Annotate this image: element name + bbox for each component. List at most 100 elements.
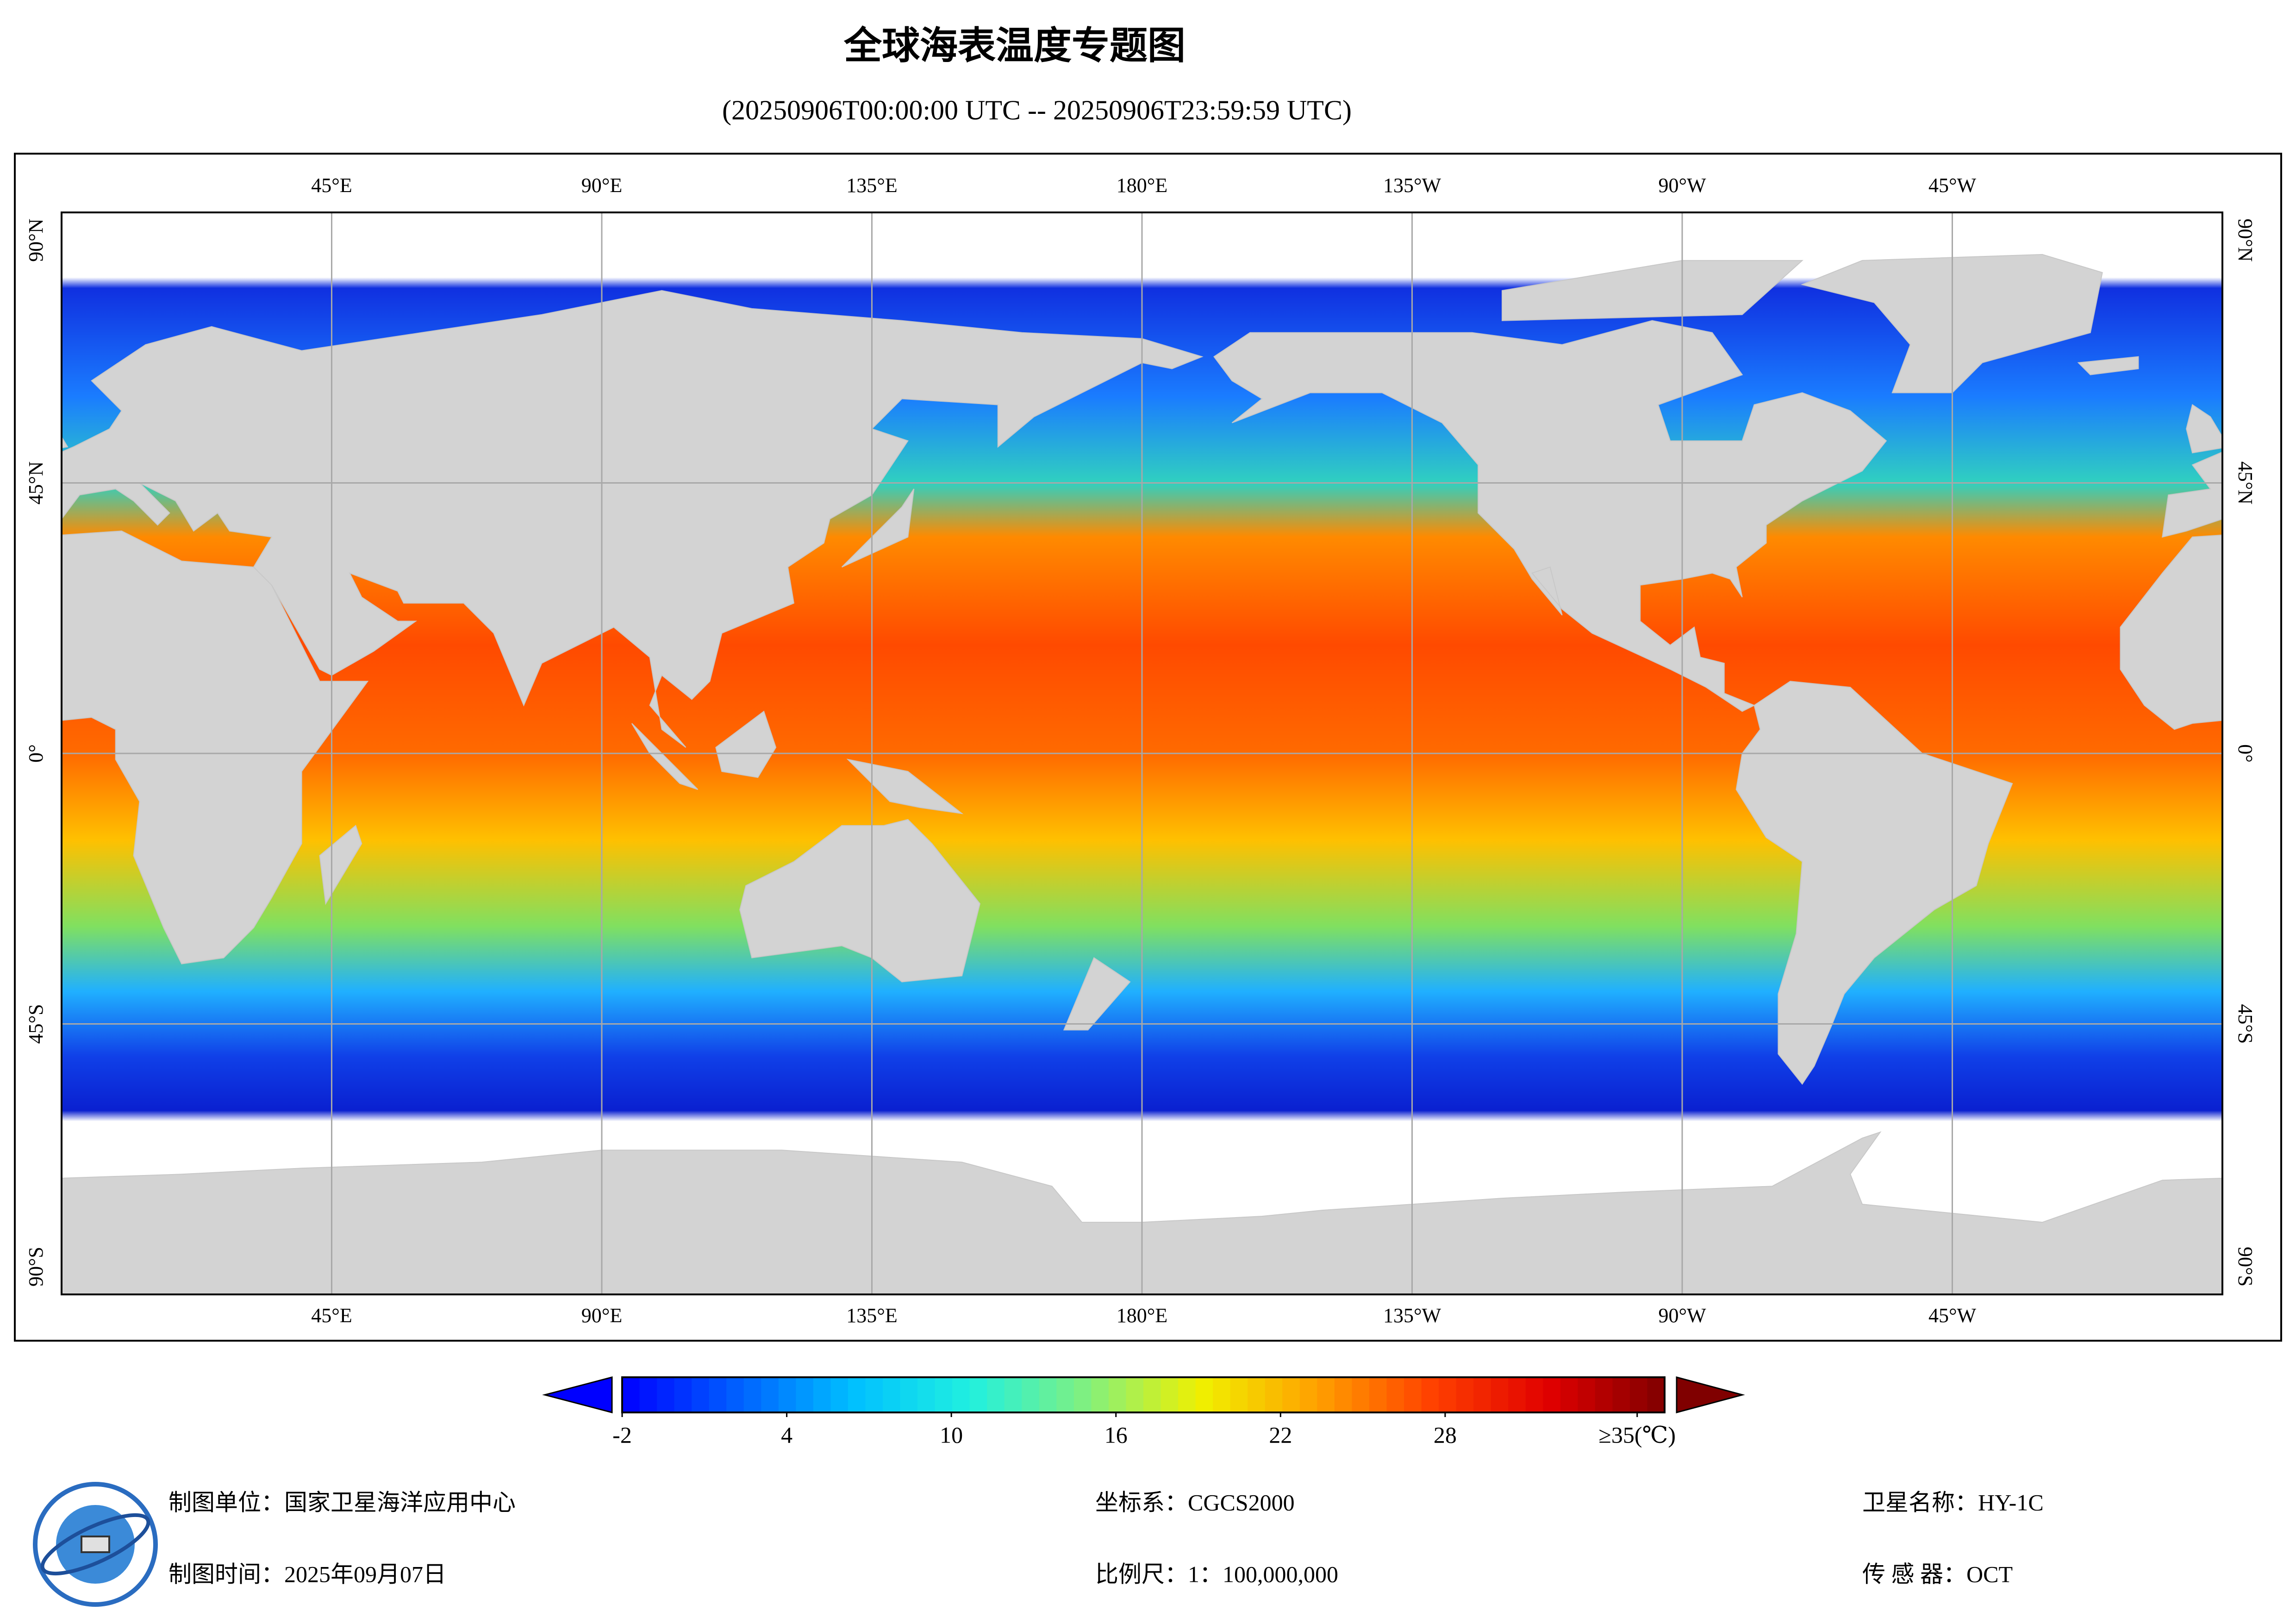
colorbar-segment bbox=[709, 1377, 727, 1412]
colorbar-segment bbox=[1612, 1377, 1630, 1412]
outer-frame bbox=[14, 153, 2282, 1342]
colorbar-segment bbox=[622, 1377, 640, 1412]
lat-label-left: 0° bbox=[25, 744, 47, 763]
lat-label-right: 90°S bbox=[2234, 1247, 2257, 1287]
logo bbox=[33, 1482, 158, 1607]
land bbox=[62, 290, 1204, 748]
colorbar-segment bbox=[1560, 1377, 1578, 1412]
colorbar-segment bbox=[952, 1377, 970, 1412]
footer-scale: 比例尺：1：100,000,000 bbox=[1095, 1561, 1338, 1587]
lon-label-bottom: 180°E bbox=[1117, 1304, 1167, 1327]
colorbar-segment bbox=[1334, 1377, 1353, 1412]
colorbar-segment bbox=[1091, 1377, 1109, 1412]
lat-label-left: 90°S bbox=[25, 1247, 47, 1287]
colorbar-segment bbox=[1022, 1377, 1040, 1412]
lon-label-top: 45°E bbox=[311, 174, 352, 197]
colorbar-segment bbox=[1282, 1377, 1300, 1412]
lon-label-top: 90°E bbox=[581, 174, 622, 197]
colorbar-segment bbox=[1073, 1377, 1092, 1412]
colorbar-segment bbox=[1647, 1377, 1665, 1412]
colorbar-segment bbox=[1108, 1377, 1127, 1412]
lat-label-left: 45°N bbox=[25, 461, 47, 504]
colorbar-segment bbox=[1386, 1377, 1404, 1412]
colorbar-segment bbox=[1126, 1377, 1144, 1412]
colorbar-segment bbox=[1178, 1377, 1196, 1412]
land bbox=[2077, 356, 2139, 375]
colorbar-segment bbox=[657, 1377, 675, 1412]
colorbar-segment bbox=[1508, 1377, 1526, 1412]
colorbar-segment bbox=[796, 1377, 814, 1412]
colorbar-segment bbox=[1369, 1377, 1387, 1412]
lat-label-right: 0° bbox=[2234, 744, 2257, 763]
colorbar-label: 22 bbox=[1269, 1422, 1292, 1448]
footer-satellite: 卫星名称：HY-1C bbox=[1862, 1489, 2044, 1515]
land bbox=[715, 710, 777, 778]
map-subtitle: (20250906T00:00:00 UTC -- 20250906T23:59… bbox=[722, 95, 1352, 125]
colorbar: -2 4 10 16 22 28 ≥35(℃) bbox=[542, 1376, 1745, 1448]
colorbar-label: -2 bbox=[612, 1422, 632, 1448]
land bbox=[739, 819, 980, 983]
land bbox=[1063, 957, 1131, 1031]
footer-crs: 坐标系：CGCS2000 bbox=[1095, 1489, 1295, 1515]
land bbox=[62, 435, 69, 448]
colorbar-segment bbox=[1160, 1377, 1179, 1412]
colorbar-label: 28 bbox=[1434, 1422, 1457, 1448]
lat-label-left: 90°N bbox=[25, 218, 47, 261]
colorbar-segment bbox=[813, 1377, 831, 1412]
colorbar-segment bbox=[743, 1377, 762, 1412]
colorbar-segment bbox=[778, 1377, 797, 1412]
land bbox=[1735, 681, 2013, 1085]
land bbox=[1502, 260, 1803, 321]
colorbar-segment bbox=[1543, 1377, 1561, 1412]
colorbar-segment bbox=[830, 1377, 849, 1412]
land bbox=[2186, 404, 2222, 454]
lon-label-bottom: 90°W bbox=[1658, 1304, 1706, 1327]
lon-label-bottom: 135°E bbox=[846, 1304, 897, 1327]
colorbar-segment bbox=[1265, 1377, 1283, 1412]
lat-label-left: 45°S bbox=[25, 1004, 47, 1044]
land bbox=[2162, 451, 2222, 538]
colorbar-segment bbox=[726, 1377, 744, 1412]
colorbar-segment bbox=[883, 1377, 901, 1412]
land bbox=[62, 530, 369, 964]
colorbar-label: ≥35(℃) bbox=[1598, 1422, 1676, 1448]
colorbar-segment bbox=[1230, 1377, 1248, 1412]
colorbar-segment bbox=[848, 1377, 866, 1412]
colorbar-label: 4 bbox=[781, 1422, 792, 1448]
lon-label-top: 45°W bbox=[1928, 174, 1977, 197]
footer-org: 制图单位：国家卫星海洋应用中心 bbox=[168, 1489, 516, 1515]
lon-label-bottom: 45°W bbox=[1928, 1304, 1977, 1327]
lat-label-right: 90°N bbox=[2234, 218, 2257, 261]
colorbar-segment bbox=[1213, 1377, 1231, 1412]
colorbar-segment bbox=[1421, 1377, 1440, 1412]
colorbar-segment bbox=[1578, 1377, 1596, 1412]
lon-label-bottom: 135°W bbox=[1383, 1304, 1441, 1327]
colorbar-segment bbox=[917, 1377, 936, 1412]
land bbox=[846, 759, 964, 815]
colorbar-segment bbox=[1143, 1377, 1161, 1412]
colorbar-segment bbox=[1491, 1377, 1509, 1412]
colorbar-segment bbox=[1629, 1377, 1648, 1412]
land bbox=[631, 723, 699, 790]
logo-orbit bbox=[40, 1513, 150, 1576]
colorbar-segment bbox=[674, 1377, 693, 1412]
footer-sensor: 传 感 器：OCT bbox=[1862, 1561, 2013, 1587]
land bbox=[1213, 320, 1887, 712]
colorbar-segment bbox=[1595, 1377, 1613, 1412]
lon-label-top: 135°E bbox=[846, 174, 897, 197]
colorbar-segment bbox=[1439, 1377, 1457, 1412]
lon-label-top: 180°E bbox=[1117, 174, 1167, 197]
footer-date: 制图时间：2025年09月07日 bbox=[168, 1561, 446, 1587]
colorbar-segment bbox=[639, 1377, 658, 1412]
colorbar-frame bbox=[621, 1376, 1666, 1413]
colorbar-segment bbox=[1404, 1377, 1422, 1412]
colorbar-segment bbox=[761, 1377, 779, 1412]
land bbox=[841, 488, 915, 568]
colorbar-segment bbox=[865, 1377, 883, 1412]
colorbar-segment bbox=[1473, 1377, 1491, 1412]
colorbar-segment bbox=[1299, 1377, 1318, 1412]
colorbar-segment bbox=[935, 1377, 953, 1412]
lon-label-top: 90°W bbox=[1658, 174, 1706, 197]
logo-satellite bbox=[81, 1536, 110, 1553]
